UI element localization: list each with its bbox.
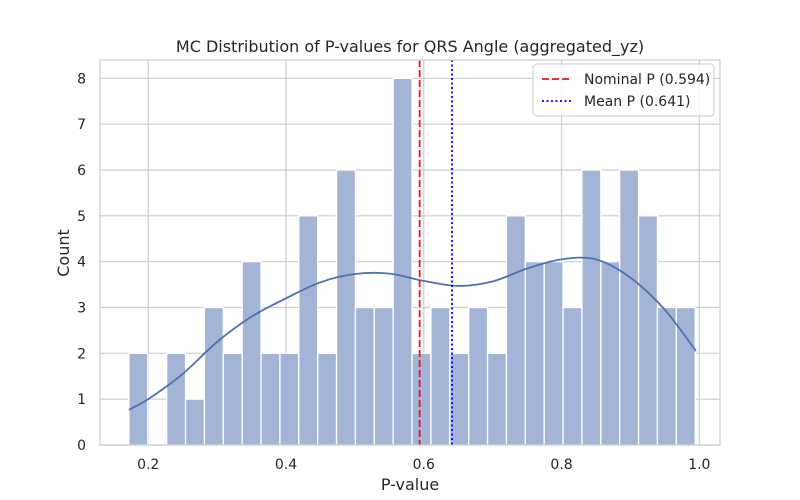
histogram-bar [279,352,300,446]
histogram-bar [486,352,508,446]
histogram-bar [260,352,281,446]
histogram-bar [317,352,338,446]
y-axis-label: Count [54,229,73,277]
x-tick-label: 0.8 [550,457,572,473]
y-tick-label: 1 [77,392,86,408]
y-tick-label: 6 [77,163,86,179]
histogram-bar [524,261,545,446]
reference-lines [418,60,453,445]
legend-label: Mean P (0.641) [584,94,691,110]
histogram-bars [128,77,696,446]
legend-label: Nominal P (0.594) [584,72,710,88]
histogram-bar [354,306,375,446]
histogram-bar [222,352,243,446]
histogram-bar [600,261,621,446]
histogram-bar [619,169,640,446]
histogram-bar [392,77,413,446]
chart-title: MC Distribution of P-values for QRS Angl… [176,37,644,57]
x-tick-label: 0.2 [137,457,159,473]
y-axis-ticks: 0 1 2 3 4 5 6 7 8 [77,71,86,454]
x-axis-label: P-value [381,475,439,494]
y-tick-label: 3 [77,301,86,317]
x-tick-label: 1.0 [688,457,710,473]
histogram-bar [543,261,564,446]
y-tick-label: 7 [77,117,86,133]
histogram-bar [298,215,319,446]
legend-box [532,63,715,117]
histogram-bar [373,306,394,446]
histogram-bar [241,261,262,446]
histogram-bar [656,306,677,446]
histogram-bar [468,306,489,446]
histogram-bar [335,169,357,446]
legend: Nominal P (0.594) Mean P (0.641) [532,63,715,117]
histogram-bar [166,352,187,446]
y-tick-label: 4 [77,255,86,271]
y-tick-label: 8 [77,71,86,87]
x-axis-ticks: 0.2 0.4 0.6 0.8 1.0 [137,457,710,473]
histogram-bar [184,398,206,446]
histogram-bar [562,306,583,446]
plot-frame [99,59,721,446]
x-tick-label: 0.6 [413,457,435,473]
histogram-bar [637,215,659,446]
histogram-bar [581,169,602,446]
histogram-bar [203,306,224,446]
x-tick-label: 0.4 [275,457,297,473]
kde-curve [128,256,697,411]
histogram-bar [430,306,451,446]
y-tick-label: 5 [77,209,86,225]
histogram-bar [128,352,149,446]
y-tick-label: 2 [77,346,86,362]
histogram-bar [411,352,432,446]
histogram-bar [505,215,526,446]
y-tick-label: 0 [77,438,86,454]
